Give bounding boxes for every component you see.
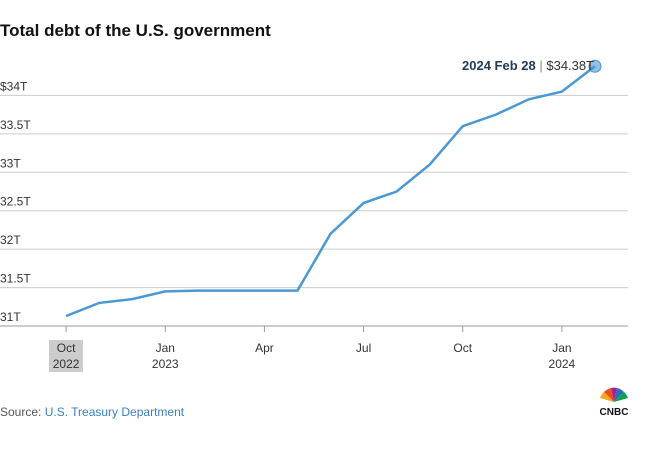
annotation-value: $34.38T [546, 58, 595, 73]
source-link[interactable]: U.S. Treasury Department [44, 405, 185, 419]
source: Source: U.S. Treasury Department [0, 405, 184, 419]
line [65, 65, 596, 318]
end-point [588, 59, 602, 73]
y-tick-label: 31.5T [0, 272, 31, 286]
y-tick-label: $34T [0, 79, 28, 93]
logo: CNBC [596, 386, 632, 418]
chart-title: Total debt of the U.S. government [0, 21, 271, 40]
y-tick-label: 32.5T [0, 195, 31, 209]
x-tick-label: Jan 2023 [151, 341, 179, 371]
x-tick-label: Jan 2024 [548, 341, 576, 371]
y-tick-label: 31T [0, 310, 21, 324]
y-tick-label: 32T [0, 233, 21, 247]
x-tick-label: Oct 2022 [49, 340, 84, 372]
x-tick-label: Oct [453, 341, 473, 355]
source-label: Source: [0, 405, 42, 419]
logo-text: CNBC [599, 407, 629, 418]
chart: 31T 31.5T 32T 32.5T 33T 33.5T $34T [0, 59, 628, 332]
annotation-date: 2024 Feb 28 [462, 58, 536, 73]
y-tick-label: 33.5T [0, 118, 31, 132]
y-tick-label: 33T [0, 156, 21, 170]
x-tick-label: Jul [355, 341, 372, 355]
annotation: 2024 Feb 28 | $34.38T [462, 58, 595, 73]
logo-icon [600, 387, 628, 402]
x-tick-label: Apr [255, 341, 274, 355]
